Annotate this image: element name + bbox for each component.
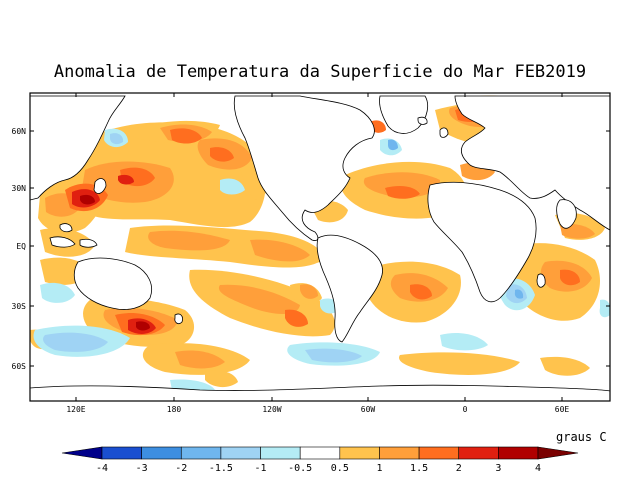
colorbar-label: 0.5 xyxy=(331,463,349,474)
greenland xyxy=(379,95,429,134)
uk xyxy=(439,127,449,138)
colorbar-segment xyxy=(379,446,420,460)
colorbar-label: 1 xyxy=(376,463,382,474)
japan xyxy=(93,178,107,194)
y-tick-label: 30N xyxy=(12,184,27,193)
y-axis-ticks: 60N 30N EQ 30S 60S xyxy=(12,127,610,371)
colorbar-segment xyxy=(260,446,301,460)
y-tick-label: EQ xyxy=(16,242,26,251)
map-title: Anomalia de Temperatura da Superficie do… xyxy=(53,62,587,82)
colorbar-segment xyxy=(498,446,539,460)
colorbar-segment xyxy=(418,446,460,460)
colorbar-segment xyxy=(220,446,261,460)
colorbar: -4 -3 -2 -1.5 -1 -0.5 0.5 1 1.5 2 3 4 xyxy=(61,446,579,474)
y-tick-label: 30S xyxy=(12,302,27,311)
colorbar-segment xyxy=(141,446,182,460)
land-masses xyxy=(30,95,610,401)
units-label: graus C xyxy=(556,430,607,444)
x-tick-label: 180 xyxy=(167,405,182,414)
colorbar-label: 4 xyxy=(535,463,541,474)
colorbar-label: -1.5 xyxy=(209,463,233,474)
madagascar xyxy=(536,273,546,288)
colorbar-segment xyxy=(61,446,103,460)
africa xyxy=(427,181,537,303)
indonesia xyxy=(49,236,76,248)
x-tick-label: 60W xyxy=(361,405,376,414)
y-tick-label: 60N xyxy=(12,127,27,136)
colorbar-segment xyxy=(537,446,579,460)
colorbar-segment xyxy=(101,446,142,460)
x-axis-ticks: 120E 180 120W 60W 0 60E xyxy=(66,93,569,414)
colorbar-segment xyxy=(339,446,380,460)
colorbar-segment xyxy=(299,446,341,460)
colorbar-label: -3 xyxy=(136,463,148,474)
colorbar-label: -4 xyxy=(96,463,108,474)
y-tick-label: 60S xyxy=(12,362,27,371)
colorbar-label: 1.5 xyxy=(410,463,428,474)
x-tick-label: 120W xyxy=(262,405,281,414)
south-america xyxy=(316,234,383,343)
map-frame xyxy=(29,92,611,402)
new-zealand xyxy=(174,313,183,325)
colorbar-label: 2 xyxy=(456,463,462,474)
colorbar-label: 3 xyxy=(495,463,501,474)
colorbar-segment xyxy=(458,446,499,460)
colorbar-label: -2 xyxy=(175,463,187,474)
x-tick-label: 120E xyxy=(66,405,85,414)
colorbar-label: -1 xyxy=(255,463,267,474)
india xyxy=(556,199,577,229)
east-asia xyxy=(30,95,126,201)
x-tick-label: 60E xyxy=(555,405,570,414)
anomaly-field xyxy=(30,95,610,401)
colorbar-label: -0.5 xyxy=(288,463,312,474)
north-america xyxy=(233,95,375,241)
australia xyxy=(73,257,152,310)
colorbar-segment xyxy=(180,446,222,460)
x-tick-label: 0 xyxy=(463,405,468,414)
warm-anomaly-3 xyxy=(80,194,150,331)
